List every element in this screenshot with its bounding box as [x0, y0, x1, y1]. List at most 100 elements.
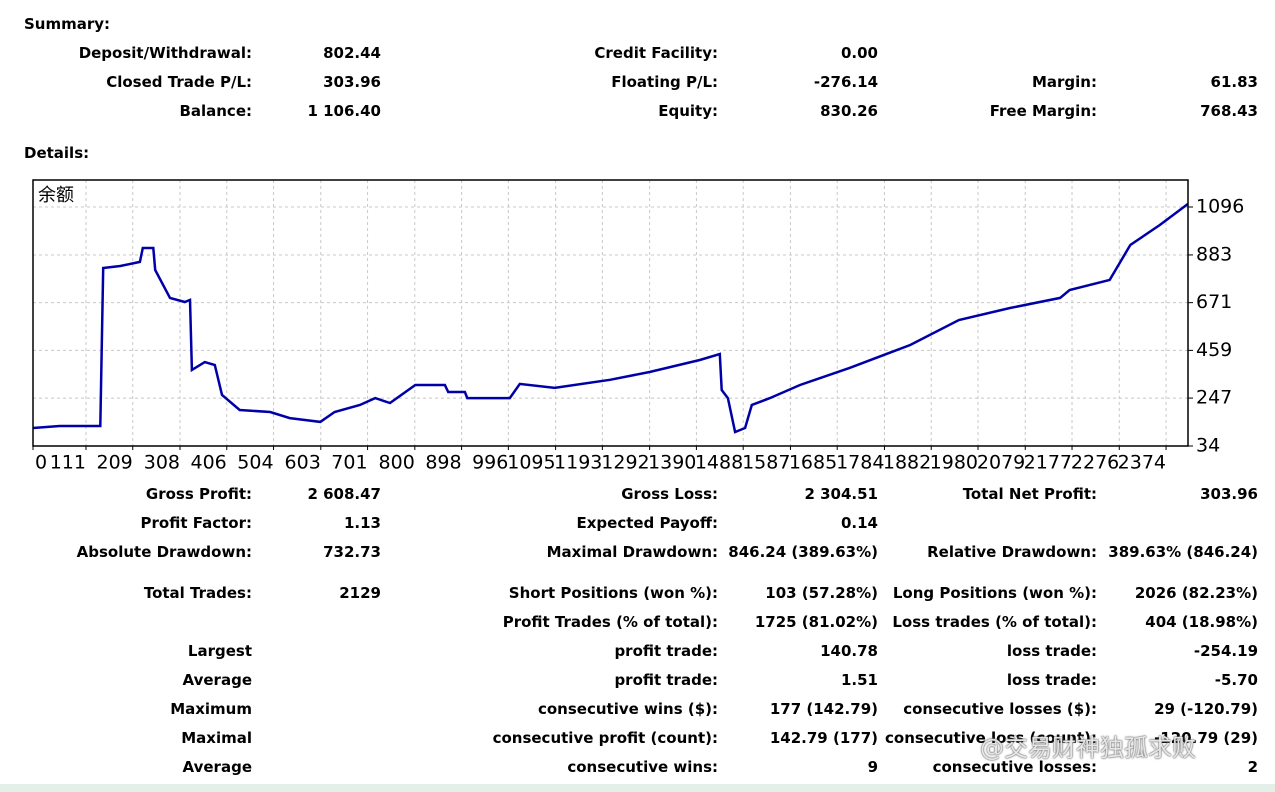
y-tick-label: 671 [1196, 291, 1232, 313]
field-value: 2 304.51 [804, 485, 878, 503]
field-value: 177 (142.79) [769, 700, 878, 718]
field-label: Gross Loss: [621, 485, 718, 503]
x-tick-label: 209 [96, 452, 132, 474]
field-label: consecutive loss (count): [885, 729, 1097, 747]
field-value: 142.79 (177) [769, 729, 878, 747]
x-tick-label: 898 [425, 452, 461, 474]
field-value: 29 (-120.79) [1154, 700, 1258, 718]
x-tick-label: 1882 [883, 452, 931, 474]
field-label: consecutive profit (count): [492, 729, 718, 747]
x-tick-label: 1587 [742, 452, 790, 474]
x-tick-label: 1390 [648, 452, 696, 474]
field-label: loss trade: [1006, 642, 1097, 660]
field-label: profit trade: [614, 642, 718, 660]
balance-chart: 34 247 459 671 883 1096 0 111 209 308 406 504 603 701… [32, 179, 1244, 474]
plot-area [33, 180, 1188, 446]
details-title: Details: [24, 144, 90, 162]
x-tick-label: 603 [285, 452, 321, 474]
field-value: 2 608.47 [307, 485, 381, 503]
field-value: 404 (18.98%) [1145, 613, 1258, 631]
x-tick-label: 0 [35, 452, 47, 474]
field-label: consecutive wins ($): [537, 700, 718, 718]
field-value: 2129 [339, 584, 381, 602]
x-tick-label: 2177 [1024, 452, 1072, 474]
field-value: 61.83 [1210, 73, 1258, 91]
field-label: Largest [187, 642, 252, 660]
field-label: Absolute Drawdown: [76, 543, 252, 561]
field-value: 802.44 [323, 44, 381, 62]
field-label: Expected Payoff: [576, 514, 718, 532]
field-label: profit trade: [614, 671, 718, 689]
watermark: @交易财神独孤求败 [980, 734, 1196, 762]
field-label: Short Positions (won %): [508, 584, 718, 602]
x-tick-label: 2079 [977, 452, 1025, 474]
field-label: Maximal Drawdown: [546, 543, 718, 561]
y-tick-label: 1096 [1196, 196, 1244, 218]
field-label: Closed Trade P/L: [106, 73, 252, 91]
field-value: 846.24 (389.63%) [728, 543, 878, 561]
field-value: 1725 (81.02%) [754, 613, 878, 631]
field-label: Profit Trades (% of total): [502, 613, 718, 631]
bottom-strip [0, 784, 1275, 792]
x-tick-label: 1095 [507, 452, 555, 474]
field-value: 103 (57.28%) [765, 584, 878, 602]
field-label: Credit Facility: [594, 44, 718, 62]
field-label: consecutive losses: [932, 758, 1097, 776]
y-tick-label: 34 [1196, 435, 1220, 457]
field-label: Loss trades (% of total): [892, 613, 1097, 631]
x-tick-label: 111 [50, 452, 86, 474]
summary-title: Summary: [24, 15, 111, 33]
field-label: Gross Profit: [145, 485, 252, 503]
field-label: Deposit/Withdrawal: [78, 44, 252, 62]
x-tick-label: 1685 [789, 452, 837, 474]
field-value: 140.78 [820, 642, 878, 660]
x-tick-label: 1784 [836, 452, 884, 474]
x-tick-label: 1292 [601, 452, 649, 474]
y-tick-label: 459 [1196, 339, 1232, 361]
field-value: 9 [867, 758, 878, 776]
field-value: 2 [1247, 758, 1258, 776]
field-value: 1 106.40 [307, 102, 381, 120]
x-tick-label: 1980 [930, 452, 978, 474]
plot-border [32, 179, 1189, 447]
field-label: loss trade: [1006, 671, 1097, 689]
x-tick-label: 2374 [1118, 452, 1166, 474]
x-tick-label: 701 [331, 452, 367, 474]
field-value: -276.14 [813, 73, 878, 91]
field-label: Profit Factor: [140, 514, 252, 532]
field-value: 1.51 [840, 671, 878, 689]
field-label: consecutive wins: [567, 758, 718, 776]
field-value: 2026 (82.23%) [1134, 584, 1258, 602]
field-label: Equity: [658, 102, 718, 120]
x-tick-label: 406 [191, 452, 227, 474]
x-tick-label: 1488 [695, 452, 743, 474]
field-value: 0.14 [840, 514, 878, 532]
field-label: Average [182, 758, 252, 776]
y-tick-label: 247 [1196, 387, 1232, 409]
x-tick-label: 2276 [1071, 452, 1119, 474]
field-value: 389.63% (846.24) [1108, 543, 1258, 561]
x-tick-label: 800 [379, 452, 415, 474]
field-value: 1.13 [343, 514, 381, 532]
x-tick-label: 504 [237, 452, 273, 474]
field-label: Total Trades: [143, 584, 252, 602]
field-label: Average [182, 671, 252, 689]
field-label: Total Net Profit: [962, 485, 1097, 503]
field-label: Relative Drawdown: [927, 543, 1097, 561]
field-label: Maximal [181, 729, 252, 747]
x-tick-label: 308 [144, 452, 180, 474]
field-value: 0.00 [840, 44, 878, 62]
field-label: Maximum [170, 700, 252, 718]
field-label: Long Positions (won %): [892, 584, 1097, 602]
field-label: Floating P/L: [611, 73, 718, 91]
field-value: -254.19 [1193, 642, 1258, 660]
field-value: -5.70 [1214, 671, 1258, 689]
field-value: 732.73 [323, 543, 381, 561]
field-label: Margin: [1031, 73, 1097, 91]
field-label: Balance: [179, 102, 252, 120]
x-tick-label: 1193 [554, 452, 602, 474]
field-value: 303.96 [323, 73, 381, 91]
balance-line [32, 202, 1189, 434]
field-label: consecutive losses ($): [903, 700, 1097, 718]
